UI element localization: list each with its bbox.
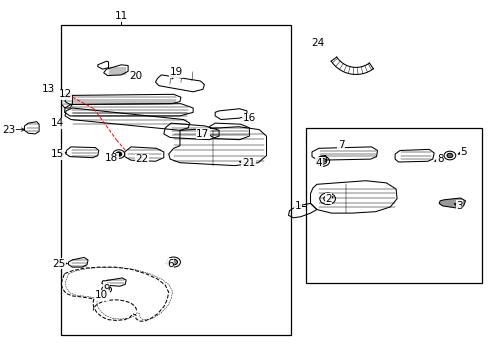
Circle shape (116, 152, 122, 156)
Text: 20: 20 (129, 71, 142, 81)
Bar (61, 25, 290, 335)
Text: 18: 18 (104, 153, 118, 163)
Text: 11: 11 (114, 11, 128, 21)
Text: 14: 14 (51, 118, 64, 128)
Text: 3: 3 (455, 201, 462, 211)
Text: 2: 2 (325, 194, 331, 204)
Text: 23: 23 (2, 125, 16, 135)
Text: 5: 5 (459, 147, 466, 157)
Text: 24: 24 (310, 38, 324, 48)
Text: 4: 4 (315, 158, 322, 168)
Text: 13: 13 (42, 84, 56, 94)
Text: 25: 25 (52, 258, 65, 269)
Text: 19: 19 (169, 67, 183, 77)
Circle shape (446, 153, 452, 158)
Text: 21: 21 (241, 158, 255, 168)
Text: 1: 1 (294, 201, 301, 211)
Polygon shape (438, 198, 465, 208)
Text: 7: 7 (337, 140, 344, 150)
Text: 12: 12 (58, 89, 72, 99)
Text: 22: 22 (135, 154, 148, 164)
Text: 8: 8 (436, 154, 443, 164)
Text: 10: 10 (95, 290, 108, 300)
Circle shape (104, 288, 109, 291)
Text: 9: 9 (103, 284, 110, 294)
Text: 17: 17 (196, 129, 209, 139)
Text: 6: 6 (166, 258, 173, 269)
Bar (305, 128, 481, 283)
Text: 15: 15 (51, 149, 64, 159)
Circle shape (169, 259, 177, 265)
Text: 16: 16 (242, 113, 256, 123)
